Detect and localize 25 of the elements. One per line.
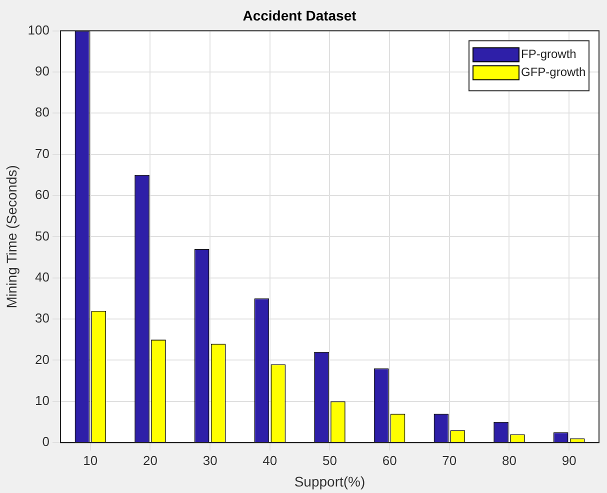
x-axis-title: Support(%) xyxy=(294,473,366,490)
x-tick-label: 80 xyxy=(502,452,516,468)
x-tick-label: 70 xyxy=(442,452,457,468)
y-tick-label: 80 xyxy=(35,104,50,120)
chart-title: Accident Dataset xyxy=(242,7,357,24)
y-tick-label: 20 xyxy=(35,352,50,367)
y-tick-label: 10 xyxy=(35,393,50,408)
x-tick-label: 30 xyxy=(202,452,218,468)
y-tick-label: 90 xyxy=(35,64,50,79)
y-tick-label: 30 xyxy=(35,310,50,326)
y-tick-label: 0 xyxy=(42,434,50,450)
x-tick-label: 20 xyxy=(143,452,158,468)
y-tick-label: 100 xyxy=(28,22,50,38)
x-tick-label: 40 xyxy=(262,452,278,468)
x-tick-label: 60 xyxy=(382,452,397,468)
y-tick-label: 60 xyxy=(35,187,50,202)
y-axis-title: Mining Time (Seconds) xyxy=(3,165,20,308)
y-tick-label: 70 xyxy=(35,146,50,161)
legend-label: GFP-growth xyxy=(521,65,586,80)
x-tick-label: 50 xyxy=(322,452,337,468)
legend-label: FP-growth xyxy=(521,47,576,62)
x-tick-label: 10 xyxy=(83,452,98,468)
y-tick-label: 40 xyxy=(35,269,50,284)
x-tick-label: 90 xyxy=(562,452,576,468)
y-tick-label: 50 xyxy=(35,228,50,244)
